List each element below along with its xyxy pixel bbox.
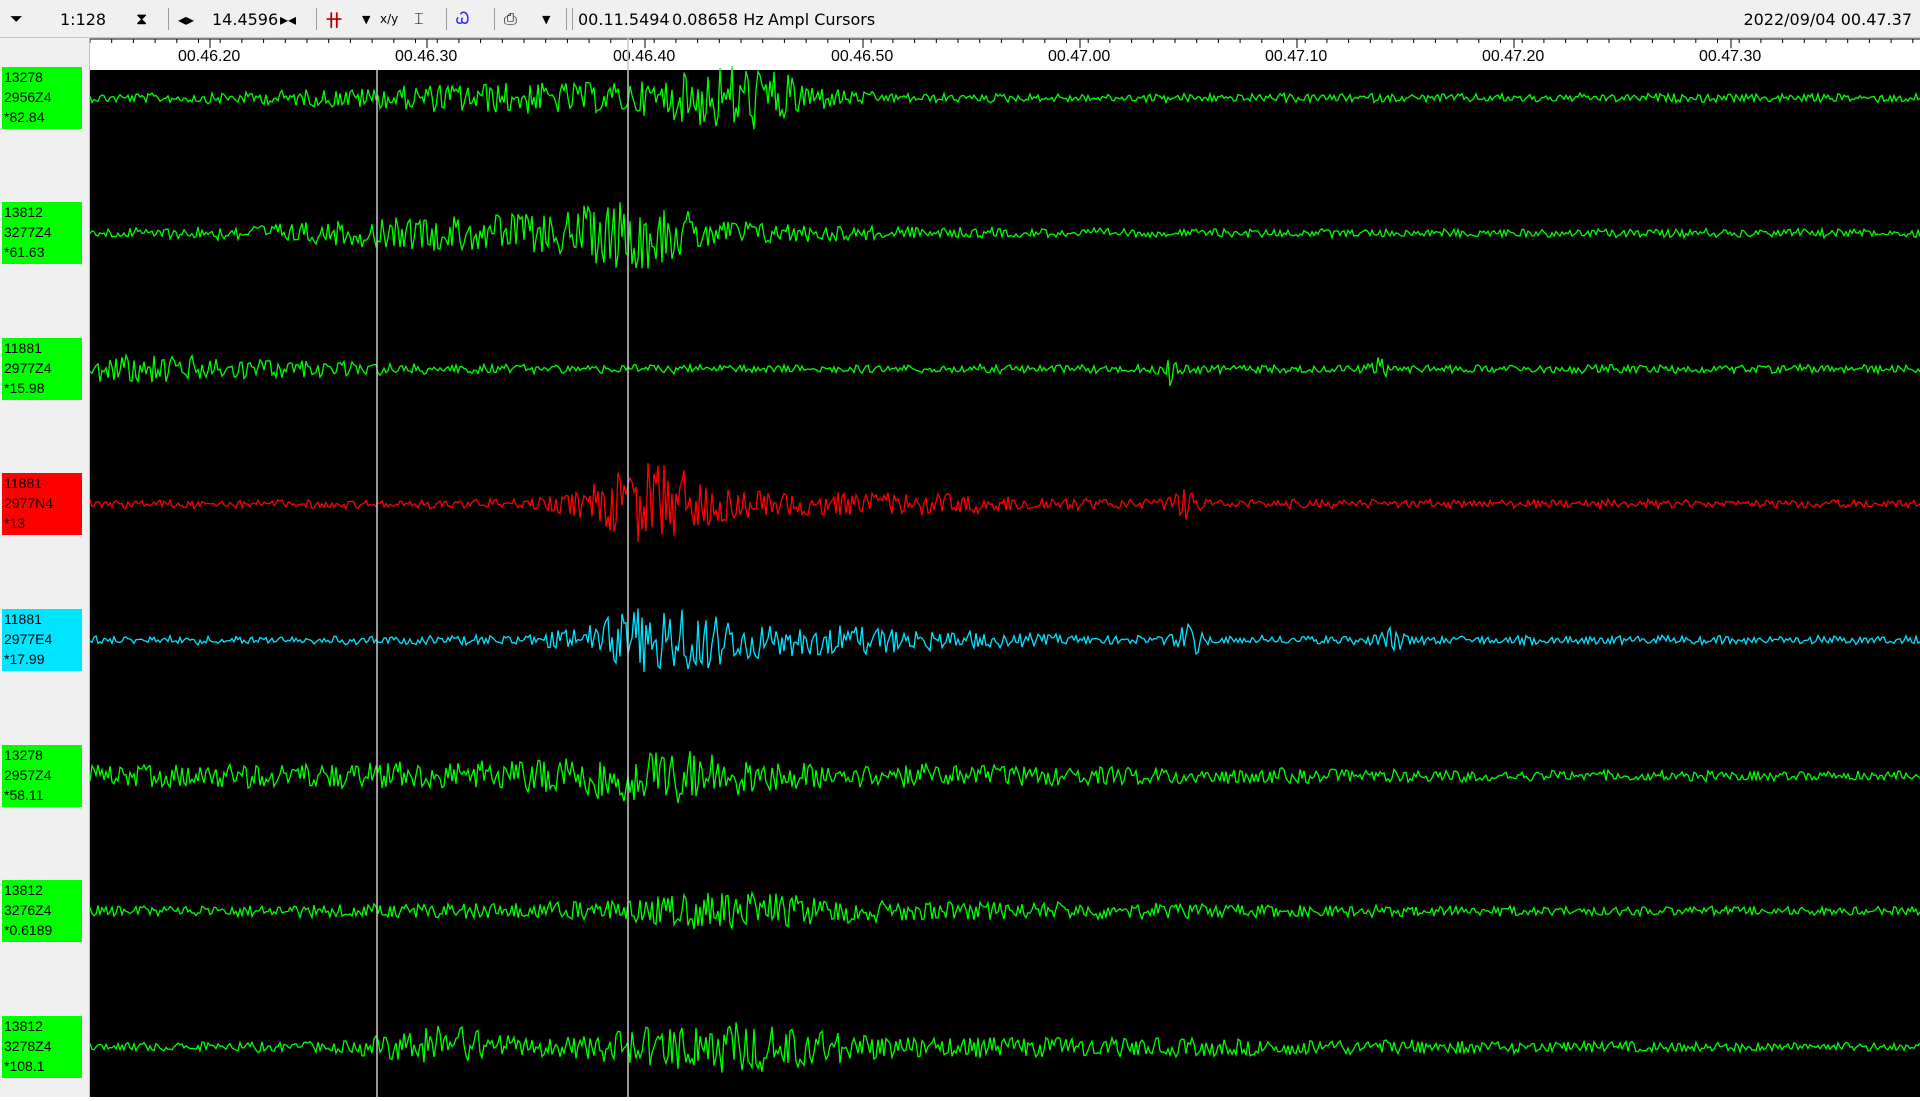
menu-dropdown-icon[interactable]: ⏷ (10, 9, 23, 28)
trace-label-line3: *0.6189 (4, 922, 53, 938)
trace-label-line2: 3277Z4 (4, 224, 52, 240)
trace-label-line2: 2956Z4 (4, 89, 52, 105)
trace-label-1[interactable]: 13812 3277Z4 *61.63 (2, 202, 82, 264)
waveform-trace-0[interactable] (89, 66, 1920, 130)
datetime-readout: 2022/09/04 00.47.37 (1743, 9, 1912, 29)
trace-label-line3: *108.1 (4, 1058, 45, 1074)
trace-group (89, 66, 1920, 1073)
trace-label-line1: 13278 (4, 747, 43, 763)
window-length-readout: 14.4596 (212, 9, 279, 29)
zoom-horizontal-icon[interactable]: ◂▸ (178, 9, 195, 29)
waveform-trace-3[interactable] (89, 462, 1920, 542)
toolbar-separator (572, 8, 573, 30)
time-tick-label: 00.46.40 (613, 48, 675, 65)
trace-label-6[interactable]: 13812 3276Z4 *0.6189 (2, 880, 82, 942)
waveform-trace-7[interactable] (89, 1022, 1920, 1073)
cursor-time-readout: 00.11.5494 (578, 9, 670, 29)
trace-label-line2: 3278Z4 (4, 1038, 52, 1054)
trace-label-line3: *82.84 (4, 109, 45, 125)
trace-label-line1: 11881 (4, 340, 42, 356)
time-tick-label: 00.46.50 (831, 48, 893, 65)
waveform-trace-2[interactable] (89, 352, 1920, 386)
trace-label-line3: *61.63 (4, 244, 45, 260)
toolbar-separator (494, 8, 495, 30)
align-icon[interactable]: ⌶ (414, 9, 424, 28)
print-icon[interactable]: ⎙ (504, 9, 517, 28)
trace-label-line1: 13812 (4, 1018, 43, 1034)
trace-label-line3: *13 (4, 515, 26, 531)
trace-label-line1: 11881 (4, 475, 42, 491)
waveform-trace-6[interactable] (89, 890, 1920, 931)
time-tick-label: 00.47.00 (1048, 48, 1110, 65)
time-axis (90, 38, 1920, 70)
waveform-trace-4[interactable] (89, 608, 1920, 672)
trace-label-line1: 13278 (4, 69, 43, 85)
trace-label-line2: 2957Z4 (4, 767, 52, 783)
trace-label-line2: 3276Z4 (4, 902, 52, 918)
trace-label-3[interactable]: 11881 2977N4 *13 (2, 473, 82, 535)
zoom-vertical-icon[interactable]: ⧗ (136, 9, 148, 28)
waveform-display[interactable]: 00.46.20 00.46.30 00.46.40 00.46.50 00.47.00… (89, 38, 1920, 1097)
trace-label-line1: 11881 (4, 611, 42, 627)
scale-readout: 1:128 (60, 9, 107, 29)
waveform-trace-5[interactable] (89, 751, 1920, 804)
time-tick-label: 00.46.30 (395, 48, 457, 65)
trace-label-7[interactable]: 13812 3278Z4 *108.1 (2, 1016, 82, 1078)
spectrum-icon[interactable]: Ꮗ (456, 9, 470, 28)
time-tick-label: 00.47.10 (1265, 48, 1327, 65)
print-dropdown-icon[interactable]: ▼ (542, 12, 551, 26)
filter-icon[interactable]: 卄 (326, 11, 343, 30)
trace-label-2[interactable]: 11881 2977Z4 *15.98 (2, 338, 82, 400)
trace-label-4[interactable]: 11881 2977E4 *17.99 (2, 609, 82, 671)
trace-label-line3: *58.11 (4, 787, 44, 803)
toolbar-separator (566, 8, 567, 30)
toolbar-separator (446, 8, 447, 30)
plot-background (90, 38, 1920, 1097)
time-tick-label: 00.47.30 (1699, 48, 1761, 65)
toolbar-separator (168, 8, 169, 30)
trace-label-panel: 13278 2956Z4 *82.84 13812 3277Z4 *61.63 11881 2… (0, 38, 90, 1097)
waveform-trace-1[interactable] (89, 202, 1920, 269)
trace-label-0[interactable]: 13278 2956Z4 *82.84 (2, 67, 82, 129)
time-tick-label: 00.46.20 (178, 48, 240, 65)
trace-label-line3: *17.99 (4, 651, 45, 667)
toolbar-separator (316, 8, 317, 30)
axis-scale-icon[interactable]: x/y (380, 12, 399, 26)
mode-label: Ampl Cursors (768, 9, 876, 29)
trace-label-line2: 2977N4 (4, 495, 54, 511)
trace-label-line1: 13812 (4, 204, 43, 220)
trace-label-5[interactable]: 13278 2957Z4 *58.11 (2, 745, 82, 807)
trace-label-line3: *15.98 (4, 380, 45, 396)
time-tick-label: 00.47.20 (1482, 48, 1544, 65)
filter-dropdown-icon[interactable]: ▼ (362, 12, 371, 26)
cursor-frequency-readout: 0.08658 Hz (672, 9, 764, 29)
trace-label-line1: 13812 (4, 882, 43, 898)
shrink-horizontal-icon[interactable]: ▸◂ (280, 9, 297, 29)
toolbar: ⏷ 1:128 ⧗ ◂▸ 14.4596 ▸◂ 卄 ▼ x/y ⌶ Ꮗ ⎙ ▼ … (0, 0, 1920, 38)
trace-label-line2: 2977Z4 (4, 360, 52, 376)
trace-label-line2: 2977E4 (4, 631, 53, 647)
